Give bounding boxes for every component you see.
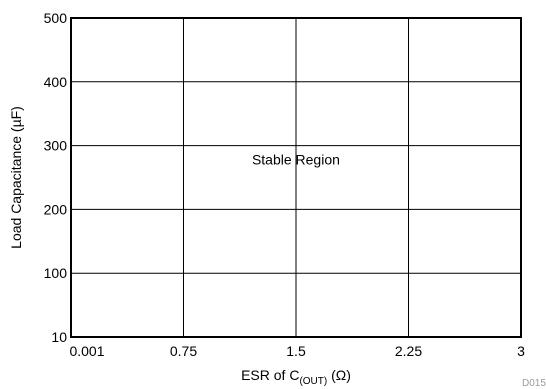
x-tick-label: 1.5: [286, 343, 306, 359]
x-axis-tick-labels: 0.001 0.75 1.5 2.25 3: [69, 343, 525, 359]
y-tick-label: 400: [44, 74, 68, 90]
x-tick-label: 3: [517, 343, 525, 359]
y-tick-label: 10: [51, 329, 67, 345]
y-tick-label: 300: [44, 138, 68, 154]
y-axis-tick-labels: 10 100 200 300 400 500: [44, 10, 68, 345]
y-tick-label: 100: [44, 265, 68, 281]
x-axis-title-suffix: (Ω): [327, 367, 351, 383]
x-axis-title-subscript: (OUT): [299, 376, 327, 387]
y-tick-label: 200: [44, 201, 68, 217]
annotations: Stable Region: [252, 152, 340, 168]
plot-area-frame: [70, 17, 522, 338]
x-tick-label: 0.001: [69, 343, 104, 359]
y-axis-title: Load Capacitance (µF): [8, 106, 24, 249]
grid-lines: [71, 18, 521, 337]
x-tick-label: 0.75: [170, 343, 197, 359]
x-tick-label: 2.25: [395, 343, 422, 359]
x-axis-title: ESR of C(OUT) (Ω): [241, 367, 351, 387]
x-axis-title-prefix: ESR of C: [241, 367, 299, 383]
annotation-stable-region: Stable Region: [252, 152, 340, 168]
figure-code-label: D015: [522, 378, 546, 389]
y-tick-label: 500: [44, 10, 68, 26]
